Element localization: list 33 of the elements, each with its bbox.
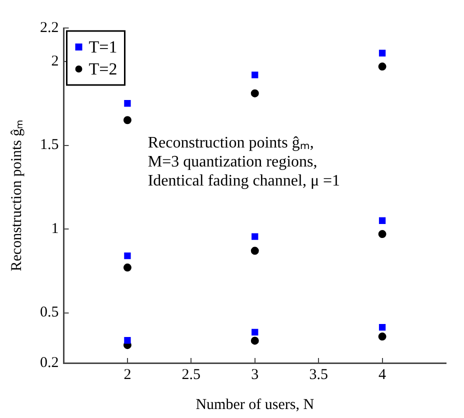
point — [123, 116, 132, 124]
x-tick-label: 4 — [378, 366, 387, 383]
point — [250, 246, 259, 255]
point — [252, 328, 258, 336]
point — [378, 50, 386, 56]
y-tick-label: 2 — [51, 53, 59, 70]
y-tick-label: 0.2 — [40, 354, 59, 371]
x-tick-label: 3 — [251, 366, 259, 383]
point — [123, 264, 132, 272]
point — [124, 100, 131, 107]
point — [124, 252, 131, 260]
x-tick-label: 2.5 — [182, 366, 201, 383]
point — [378, 217, 386, 224]
x-axis-title: Number of users, N — [196, 396, 314, 413]
point — [378, 324, 386, 331]
y-tick-label: 0.5 — [40, 304, 59, 321]
y-tick-label: 1 — [51, 220, 59, 237]
point — [378, 62, 386, 71]
point — [124, 337, 131, 344]
x-tick-label: 2 — [124, 366, 132, 383]
y-axis-title: Reconstruction points ĝₘ — [8, 120, 25, 272]
point — [252, 72, 258, 78]
x-tick-label: 3.5 — [309, 366, 328, 383]
y-tick-label: 2.2 — [40, 20, 59, 36]
annotation: Reconstruction points ĝₘ, M=3 quantization regions, Identical fading channel, μ =1 — [148, 134, 340, 190]
point — [250, 336, 259, 345]
legend-label: T=1 — [88, 37, 118, 56]
point — [250, 89, 259, 98]
y-tick-label: 1.5 — [40, 137, 59, 154]
point — [378, 332, 386, 341]
legend-label: T=2 — [88, 59, 118, 78]
point — [252, 233, 258, 240]
point — [378, 230, 386, 238]
